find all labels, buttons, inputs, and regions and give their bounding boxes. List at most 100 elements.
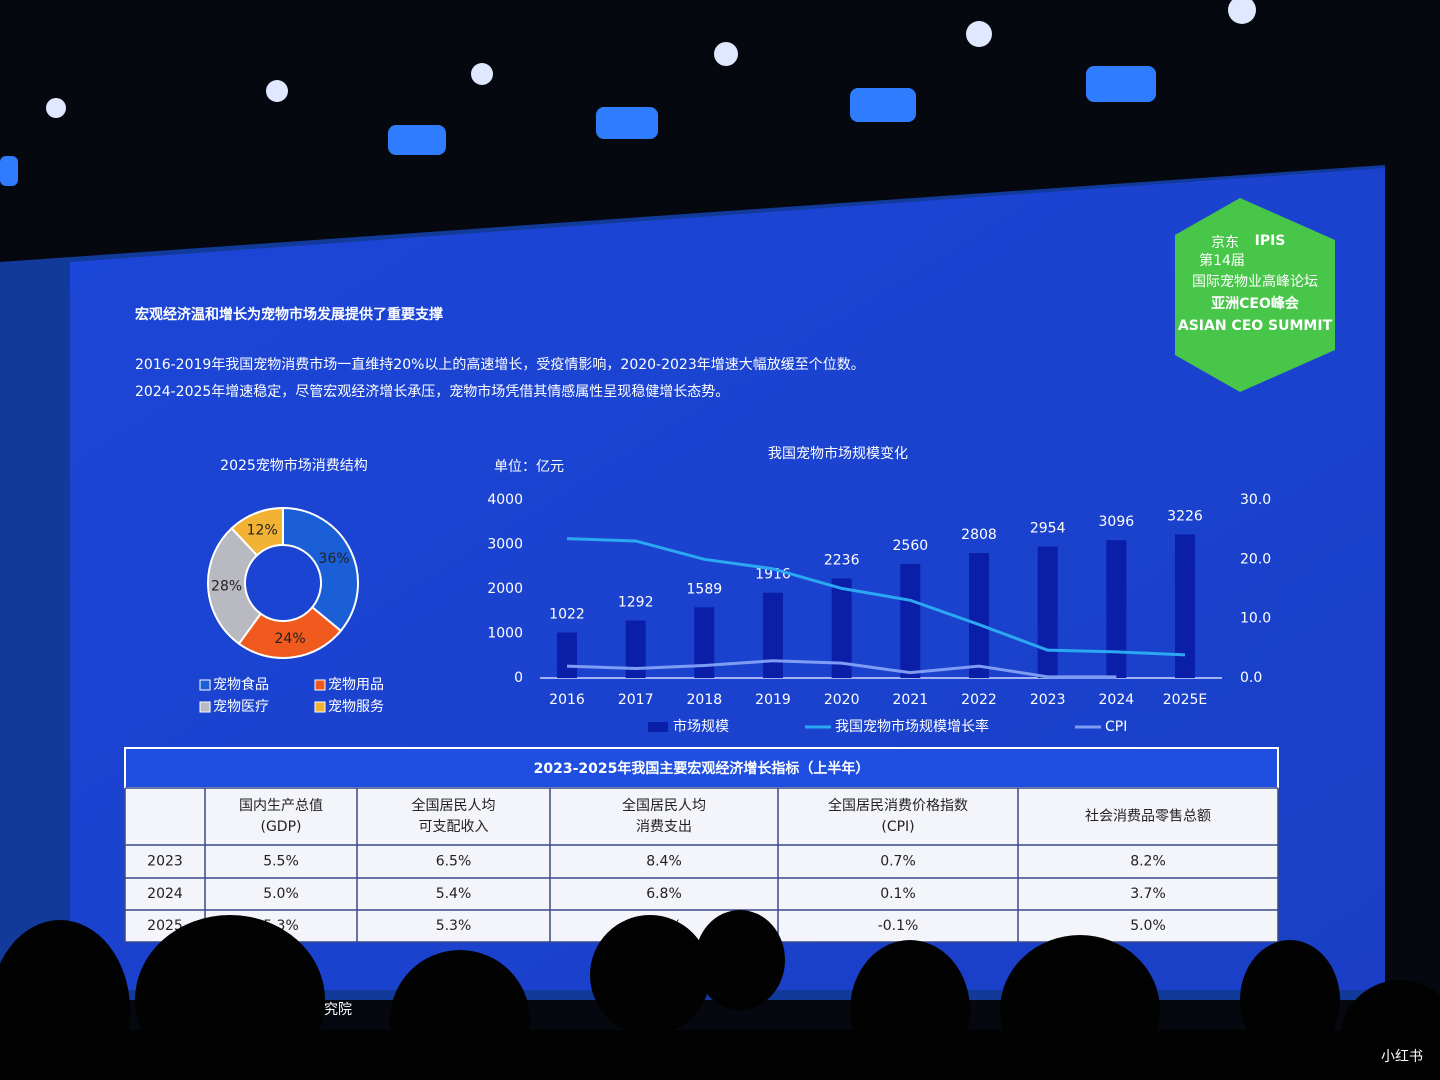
bar [969, 553, 989, 678]
y-tick-label: 3000 [487, 537, 523, 553]
y2-tick-label: 20.0 [1240, 551, 1271, 567]
legend-label: 宠物食品 [213, 676, 269, 693]
bar-value-label: 2236 [824, 552, 860, 568]
x-tick-label: 2021 [893, 692, 929, 708]
slice-label: 12% [247, 522, 278, 538]
bar [763, 592, 783, 678]
bar-value-label: 1292 [618, 595, 654, 611]
table-header: 全国居民人均 [622, 797, 706, 814]
x-tick-label: 2018 [687, 692, 723, 708]
bar [831, 578, 852, 678]
bar-value-label: 2954 [1030, 521, 1066, 537]
table-header: 全国居民人均 [412, 797, 496, 814]
table-header: 消费支出 [636, 819, 692, 835]
table-cell: 5.0% [263, 886, 299, 902]
legend-label: 宠物医疗 [213, 699, 269, 715]
x-tick-label: 2025E [1163, 692, 1207, 708]
chart-title: 我国宠物市场规模变化 [768, 445, 908, 462]
bar-value-label: 3226 [1167, 508, 1203, 524]
x-tick-label: 2019 [755, 692, 791, 708]
subtitle-line: 2016-2019年我国宠物消费市场一直维持20%以上的高速增长，受疫情影响，2… [135, 356, 865, 373]
table-cell: 5.3% [436, 918, 472, 934]
table-cell: 0.7% [880, 854, 916, 870]
unit-label: 单位：亿元 [494, 459, 564, 475]
row-label: 2023 [147, 854, 183, 870]
bar-value-label: 3096 [1099, 514, 1135, 530]
legend-swatch [314, 701, 326, 713]
row-label: 2024 [147, 886, 183, 902]
table-cell: 5.0% [1130, 918, 1166, 934]
x-tick-label: 2023 [1030, 692, 1066, 708]
pie-slice [207, 526, 263, 646]
logo-forum: 国际宠物业高峰论坛 [1192, 273, 1318, 290]
table-cell: 8.2% [1130, 854, 1166, 870]
watermark: 小红书 [1381, 1049, 1423, 1065]
logo-badge [1175, 198, 1335, 392]
table-cell: 5.4% [436, 886, 472, 902]
y2-tick-label: 10.0 [1240, 611, 1271, 627]
row-label: 2025 [147, 918, 183, 934]
table-header: 社会消费品零售总额 [1085, 809, 1211, 825]
slice-label: 24% [275, 631, 306, 647]
line [566, 537, 1186, 657]
pie-slice [230, 506, 284, 557]
legend-label: 市场规模 [673, 718, 729, 735]
y2-tick-label: 30.0 [1240, 492, 1271, 508]
x-tick-label: 2017 [618, 692, 654, 708]
legend-swatch [199, 701, 211, 713]
y-tick-label: 1000 [487, 626, 523, 642]
bar [1106, 540, 1127, 678]
logo-english: ASIAN CEO SUMMIT [1178, 318, 1333, 334]
table-header: (GDP) [261, 819, 302, 835]
y2-tick-label: 0.0 [1240, 670, 1262, 686]
bar-value-label: 2808 [961, 527, 997, 543]
table: 2023-2025年我国主要宏观经济增长指标（上半年） 国内生产总值 (GDP) 全国… [124, 747, 1279, 943]
x-tick-label: 2024 [1099, 692, 1135, 708]
logo-summit: 亚洲CEO峰会 [1211, 295, 1300, 312]
table-cell: 6.5% [436, 854, 472, 870]
table-header: 可支配收入 [419, 819, 489, 835]
bar [900, 564, 921, 678]
pie-title: 2025宠物市场消费结构 [220, 457, 368, 474]
legend-swatch [648, 722, 668, 732]
bar [694, 607, 715, 678]
bar [557, 632, 577, 678]
x-tick-label: 2022 [961, 692, 997, 708]
y-tick-label: 2000 [487, 581, 523, 597]
audience [0, 910, 1440, 1080]
y-tick-label: 0 [514, 670, 523, 686]
table-header: 全国居民消费价格指数 [828, 797, 968, 814]
logo-edition: 第14届 [1199, 252, 1245, 269]
table-header: 国内生产总值 [239, 798, 323, 814]
slice-label: 36% [319, 551, 350, 567]
legend-swatch [314, 679, 326, 691]
table-header: (CPI) [881, 819, 914, 835]
bar [625, 620, 646, 678]
slide-title: 宏观经济温和增长为宠物市场发展提供了重要支撑 [135, 306, 443, 323]
line [566, 659, 1117, 679]
table-title: 2023-2025年我国主要宏观经济增长指标（上半年） [534, 760, 870, 777]
slice-label: 28% [211, 579, 242, 595]
table-cell: 6.8% [646, 886, 682, 902]
subtitle-line: 2024-2025年增速稳定，尽管宏观经济增长承压，宠物市场凭借其情感属性呈现稳… [135, 383, 729, 400]
bar [1175, 534, 1195, 678]
y-tick-label: 4000 [487, 492, 523, 508]
logo-event: IPIS [1255, 233, 1286, 249]
bar [1037, 546, 1058, 678]
legend-swatch [199, 679, 211, 691]
pie-slice [282, 506, 359, 633]
table-cell: 3.7% [1130, 886, 1166, 902]
table-cell: 5.5% [263, 854, 299, 870]
bar-value-label: 2560 [893, 538, 929, 554]
legend-label: CPI [1105, 719, 1127, 735]
legend-label: 宠物服务 [328, 699, 384, 715]
x-tick-label: 2020 [824, 692, 860, 708]
legend-label: 宠物用品 [328, 677, 384, 693]
table-cell: 0.1% [880, 886, 916, 902]
table-body [125, 788, 1278, 942]
bar-value-label: 1589 [687, 581, 723, 597]
logo-brand: 京东 [1211, 235, 1239, 251]
table-cell: 8.4% [646, 854, 682, 870]
